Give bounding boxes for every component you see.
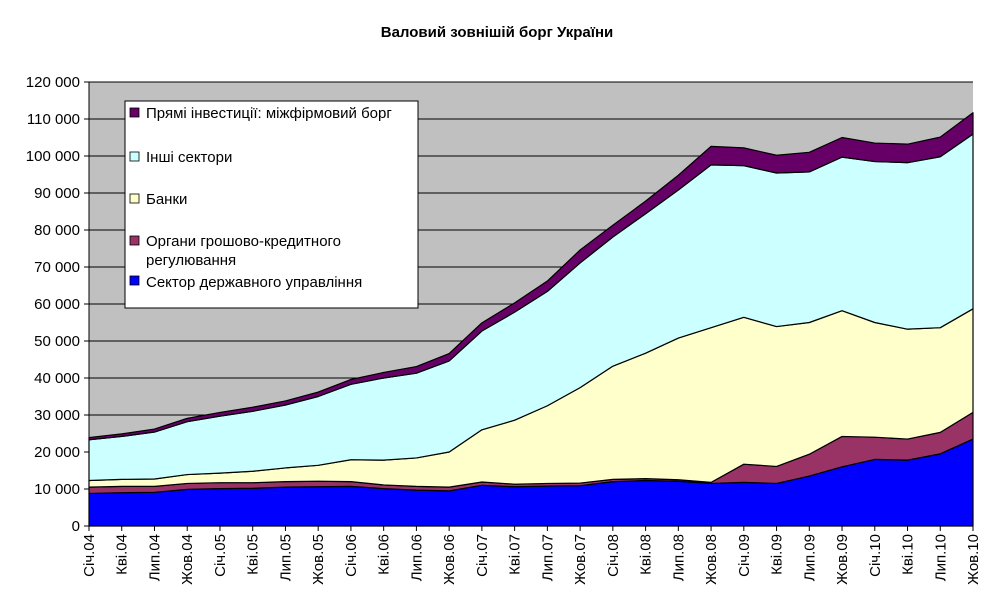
x-tick-label: Жов.10 xyxy=(965,534,982,585)
legend-box xyxy=(124,100,419,309)
x-tick-label: Жов.06 xyxy=(441,534,458,585)
x-tick-label: Лип.08 xyxy=(670,534,687,581)
legend-swatch-banks xyxy=(129,193,140,204)
x-tick-label: Кві.09 xyxy=(769,534,786,575)
x-tick-label: Жов.05 xyxy=(310,534,327,585)
legend-swatch-monetary xyxy=(129,235,140,246)
legend: Прямі інвестиції: міжфірмовий борг Інші … xyxy=(124,100,419,309)
legend-label-government: Сектор державного управління xyxy=(146,274,362,291)
x-tick-label: Січ.07 xyxy=(474,534,491,577)
y-tick-label: 30 000 xyxy=(34,407,80,424)
legend-swatch-other-sectors xyxy=(129,151,140,162)
chart-title: Валовий зовнішій борг України xyxy=(381,24,614,41)
legend-label-banks: Банки xyxy=(146,191,187,208)
legend-swatch-government xyxy=(129,275,140,286)
x-tick-label: Кві.06 xyxy=(376,534,393,575)
y-tick-label: 20 000 xyxy=(34,444,80,461)
legend-label-monetary-2: регулювання xyxy=(146,252,236,269)
legend-label-other-sectors: Інші сектори xyxy=(146,149,232,166)
x-tick-label: Кві.08 xyxy=(638,534,655,575)
x-tick-label: Лип.05 xyxy=(277,534,294,581)
y-axis: 0 10 000 20 000 30 000 40 000 50 000 60 000 70 … xyxy=(26,74,90,535)
x-tick-label: Січ.08 xyxy=(605,534,622,577)
x-tick-label: Жов.08 xyxy=(703,534,720,585)
x-tick-label: Кві.10 xyxy=(900,534,917,575)
legend-label-monetary-1: Органи грошово-кредитного xyxy=(146,233,341,250)
x-tick-label: Жов.09 xyxy=(834,534,851,585)
x-axis: Січ.04 Кві.04 Лип.04 Жов.04 Січ.05 Кві.05 Лип.… xyxy=(81,525,982,585)
y-tick-label: 50 000 xyxy=(34,333,80,350)
legend-swatch-fdi xyxy=(129,107,140,118)
x-tick-label: Січ.04 xyxy=(81,534,98,577)
x-tick-label: Лип.06 xyxy=(408,534,425,581)
x-tick-label: Жов.04 xyxy=(179,534,196,585)
y-tick-label: 90 000 xyxy=(34,185,80,202)
y-tick-label: 100 000 xyxy=(26,148,80,165)
x-tick-label: Лип.09 xyxy=(801,534,818,581)
x-tick-label: Січ.06 xyxy=(343,534,360,577)
y-tick-label: 80 000 xyxy=(34,222,80,239)
x-tick-label: Січ.09 xyxy=(736,534,753,577)
y-tick-label: 70 000 xyxy=(34,259,80,276)
x-tick-label: Жов.07 xyxy=(572,534,589,585)
area-series-4 xyxy=(88,112,974,441)
x-tick-label: Січ.10 xyxy=(867,534,884,577)
y-tick-label: 60 000 xyxy=(34,296,80,313)
y-tick-label: 120 000 xyxy=(26,74,80,91)
x-tick-label: Лип.07 xyxy=(539,534,556,581)
area-series xyxy=(88,112,974,527)
x-tick-label: Лип.04 xyxy=(146,534,163,581)
x-tick-label: Січ.05 xyxy=(212,534,229,577)
x-tick-label: Лип.10 xyxy=(932,534,949,581)
legend-label-fdi: Прямі інвестиції: міжфірмовий борг xyxy=(146,105,392,122)
x-tick-label: Кві.04 xyxy=(114,534,131,575)
y-tick-label: 110 000 xyxy=(27,111,80,128)
y-tick-label: 0 xyxy=(72,518,80,535)
y-tick-label: 10 000 xyxy=(34,481,80,498)
y-tick-label: 40 000 xyxy=(34,370,80,387)
x-tick-label: Кві.07 xyxy=(507,534,524,575)
x-tick-label: Кві.05 xyxy=(245,534,262,575)
